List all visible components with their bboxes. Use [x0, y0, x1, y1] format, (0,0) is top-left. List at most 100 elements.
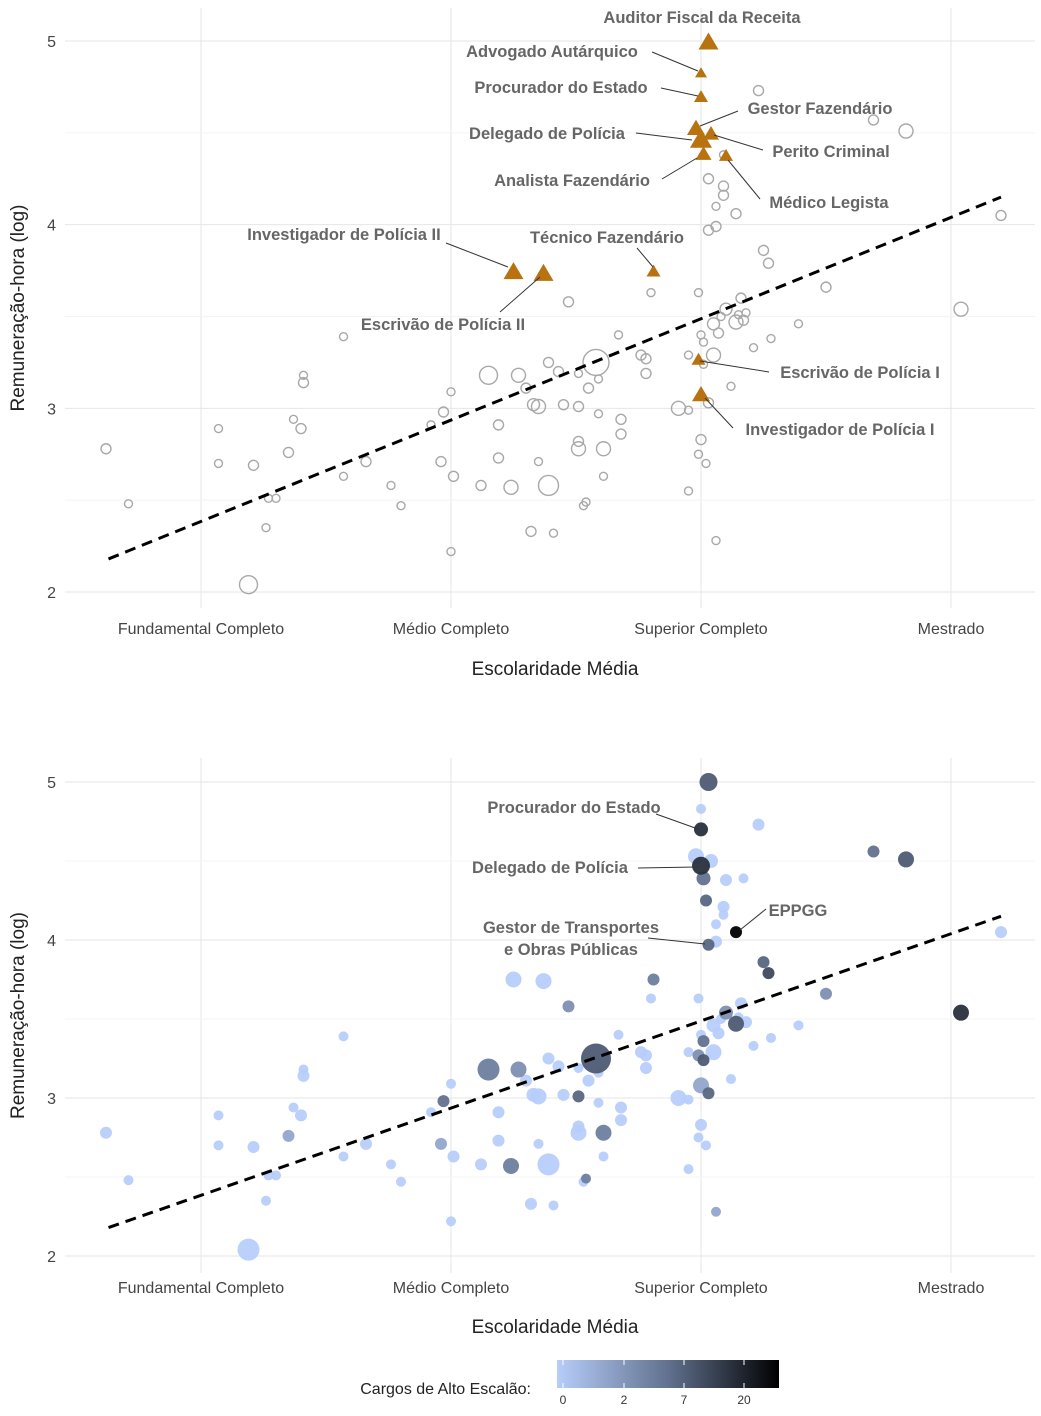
data-point-circle [570, 441, 587, 457]
data-point-circle [706, 317, 721, 331]
data-point-circle [338, 1031, 349, 1042]
y-tick-label: 4 [47, 218, 56, 235]
data-point-circle [593, 1097, 604, 1108]
data-point-circle [720, 873, 732, 886]
data-point-circle [683, 1047, 694, 1058]
data-point-circle [710, 220, 722, 233]
data-point-circle [752, 84, 765, 97]
annotation-leader-line [704, 397, 734, 429]
data-point-circle [492, 1134, 505, 1147]
annotation-label: Procurador do Estado [474, 79, 647, 97]
data-point-circle [719, 302, 733, 316]
data-point-circle [338, 471, 349, 481]
annotation-leader-line [661, 157, 698, 180]
data-point-circle [867, 845, 880, 858]
x-tick-label: Mestrado [918, 621, 985, 638]
data-point-circle [572, 400, 585, 413]
data-point-circle [701, 458, 711, 469]
data-point-circle [548, 1200, 559, 1211]
legend-color-bar [557, 1360, 779, 1388]
data-point-circle [570, 1124, 587, 1141]
data-point-triangle [695, 146, 712, 160]
data-point-circle [503, 1157, 519, 1174]
data-point-triangle [690, 128, 712, 148]
data-point-circle [640, 367, 652, 380]
annotation-label: Gestor Fazendário [748, 100, 893, 118]
data-point-triangle [692, 385, 710, 402]
annotation-label: EPPGG [769, 902, 828, 920]
trend-line [107, 195, 1002, 561]
data-point-circle [437, 1095, 450, 1108]
data-point-circle [726, 381, 736, 391]
data-point-circle [693, 449, 704, 459]
data-point-circle [598, 1151, 609, 1162]
data-point-circle [446, 1216, 456, 1227]
annotation-leader-line [713, 134, 764, 151]
data-point-circle [360, 455, 372, 468]
data-point-circle [595, 1124, 612, 1141]
data-point-circle [867, 114, 880, 126]
data-point-circle [535, 973, 552, 990]
data-point-circle [582, 1074, 595, 1087]
data-point-circle [711, 201, 721, 212]
y-axis-title: Remuneração-hora (log) [8, 912, 29, 1119]
data-point-circle [100, 1126, 112, 1139]
data-point-circle [475, 1158, 487, 1171]
annotation-label: Médico Legista [769, 194, 889, 212]
data-point-circle [752, 818, 765, 831]
annotation-leader-line [739, 908, 767, 931]
data-point-circle [692, 856, 710, 875]
data-point-circle [533, 456, 544, 467]
data-point-circle [475, 479, 487, 492]
data-point-circle [670, 1090, 687, 1106]
data-point-circle [572, 1090, 585, 1103]
data-point-circle [282, 446, 295, 459]
data-point-circle [702, 173, 715, 185]
annotation-label: Delegado de Polícia [472, 859, 629, 877]
annotation-leader-line [727, 159, 761, 200]
data-point-circle [717, 900, 730, 913]
data-point-circle [562, 296, 575, 308]
annotation-label: Delegado de Polícia [469, 125, 626, 143]
data-point-circle [646, 993, 656, 1004]
data-point-circle [533, 1138, 544, 1149]
annotation-leader-line [636, 247, 654, 268]
data-point-circle [702, 1087, 715, 1100]
annotation-leader-line [699, 110, 739, 127]
data-point-circle [573, 368, 584, 379]
data-point-circle [820, 281, 832, 293]
data-point-circle [505, 971, 522, 988]
annotation-label: Investigador de Polícia II [247, 226, 440, 244]
data-point-circle [711, 535, 721, 546]
legend-tick-label: 0 [560, 1393, 567, 1407]
data-point-circle [683, 486, 694, 496]
data-point-circle [995, 926, 1007, 939]
annotation-label: Advogado Autárquico [466, 43, 638, 61]
data-point-circle [396, 500, 406, 511]
data-point-circle [552, 1060, 565, 1073]
data-point-circle [492, 1106, 505, 1119]
data-point-circle [213, 1110, 224, 1121]
annotation-label: Gestor de Transportes e Obras Públicas [483, 919, 659, 959]
data-point-circle [702, 397, 715, 409]
data-point-circle [542, 1052, 555, 1065]
data-point-circle [247, 459, 260, 471]
x-tick-label: Médio Completo [393, 621, 510, 638]
data-point-circle [446, 1078, 456, 1089]
data-point-circle [748, 1040, 759, 1051]
data-point-circle [282, 1129, 295, 1142]
data-point-circle [581, 497, 591, 507]
data-point-triangle [691, 352, 706, 365]
x-tick-label: Mestrado [918, 1280, 985, 1297]
data-point-circle [510, 367, 527, 383]
data-point-triangle [694, 90, 708, 103]
data-point-circle [726, 1074, 736, 1085]
data-point-circle [683, 1164, 694, 1175]
annotation-leader-line [637, 866, 698, 869]
data-point-circle [702, 938, 715, 951]
data-point-triangle [719, 148, 733, 161]
data-point-circle [386, 1159, 396, 1170]
y-tick-label: 5 [47, 775, 56, 792]
data-point-circle [437, 406, 450, 418]
data-point-circle [530, 398, 547, 415]
